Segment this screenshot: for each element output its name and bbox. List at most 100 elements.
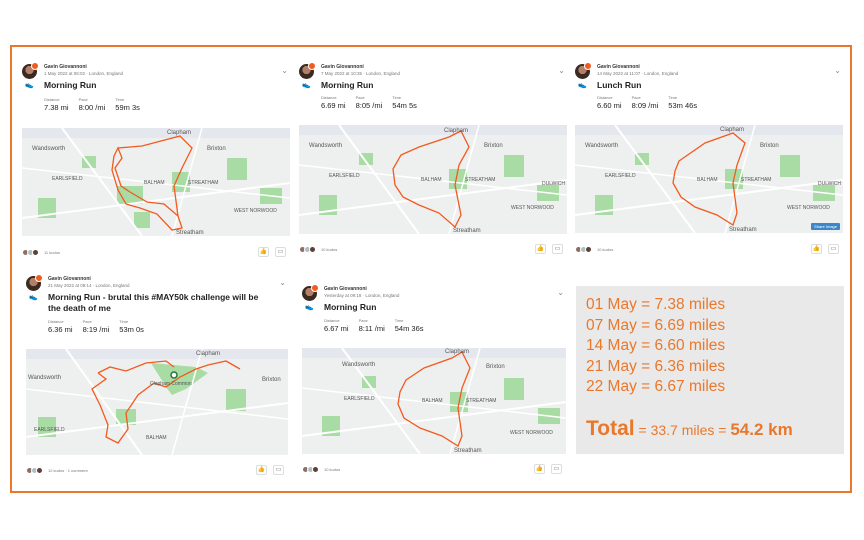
stat-value: 8:00 /mi (78, 103, 106, 112)
thumbs-up-icon[interactable]: 👍 (535, 244, 546, 254)
route-map[interactable]: Clapham Wandsworth Brixton EARLSFIELD BA… (26, 349, 288, 455)
athlete-name[interactable]: Gavin Giovannoni (48, 276, 91, 282)
activity-title[interactable]: Morning Run (324, 302, 377, 312)
stat-label: Pace (631, 95, 641, 100)
avatar[interactable] (22, 62, 39, 79)
map-label: Wandsworth (309, 143, 342, 149)
stat-distance: Distance 7.38 mi (44, 97, 69, 112)
kudos-count[interactable]: 10 kudos (321, 247, 338, 252)
stat-label: Pace (358, 318, 368, 323)
card-footer: 10 kudos 👍 ▭ (299, 244, 567, 256)
route-map[interactable]: Clapham Wandsworth Brixton EARLSFIELD BA… (22, 128, 290, 236)
activity-card-3: Gavin Giovannoni 14 May 2022 at 11:07 · … (575, 62, 843, 259)
share-image-button[interactable]: Share Image (811, 223, 840, 230)
slide-frame (10, 45, 852, 493)
activity-title[interactable]: Lunch Run (597, 80, 642, 90)
comment-icon[interactable]: ▭ (552, 244, 563, 254)
chevron-down-icon[interactable]: ⌄ (834, 66, 841, 75)
stat-pace: Pace 8:11 /mi (359, 318, 385, 333)
avatar[interactable] (575, 62, 592, 79)
card-header: Gavin Giovannoni 1 May 2022 at 06:02 · L… (22, 62, 290, 134)
shoe-icon: 👟 (25, 82, 34, 89)
activity-card-1: Gavin Giovannoni 1 May 2022 at 06:02 · L… (22, 62, 290, 259)
shoe-icon: 👟 (578, 82, 587, 89)
activity-title[interactable]: Morning Run (321, 80, 374, 90)
avatar (309, 246, 316, 253)
kudos-count[interactable]: 12 kudos · 1 comment (48, 468, 88, 473)
kudos-avatars[interactable] (302, 466, 319, 473)
comment-icon[interactable]: ▭ (273, 465, 284, 475)
map-label: DULWICH (818, 181, 841, 187)
stat-label: Time (392, 95, 402, 100)
stat-value: 8:19 /mi (82, 325, 110, 334)
kudos-count[interactable]: 10 kudos (597, 247, 614, 252)
route-map[interactable]: Clapham Wandsworth Brixton EARLSFIELD BA… (299, 125, 567, 234)
stat-label: Time (115, 97, 125, 102)
stat-value: 59m 3s (115, 103, 140, 112)
athlete-name[interactable]: Gavin Giovannoni (321, 64, 364, 70)
thumbs-up-icon[interactable]: 👍 (256, 465, 267, 475)
map-label: Wandsworth (342, 362, 375, 368)
athlete-name[interactable]: Gavin Giovannoni (597, 64, 640, 70)
comment-icon[interactable]: ▭ (551, 464, 562, 474)
kudos-count[interactable]: 10 kudos (324, 467, 341, 472)
stat-pace: Pace 8:05 /mi (356, 95, 383, 110)
summary-total: Total = 33.7 miles = 54.2 km (586, 417, 793, 441)
stat-value: 6.60 mi (597, 101, 622, 110)
map-label: Wandsworth (585, 143, 618, 149)
thumbs-up-icon[interactable]: 👍 (811, 244, 822, 254)
map-label: STREATHAM (465, 177, 495, 183)
chevron-down-icon[interactable]: ⌄ (558, 66, 565, 75)
map-label: EARLSFIELD (329, 173, 360, 179)
chevron-down-icon[interactable]: ⌄ (281, 66, 288, 75)
comment-icon[interactable]: ▭ (828, 244, 839, 254)
stat-distance: Distance 6.36 mi (48, 319, 73, 334)
activity-card-2: Gavin Giovannoni 7 May 2022 at 10:35 · L… (299, 62, 567, 259)
map-label: EARLSFIELD (344, 396, 375, 402)
summary-line: 21 May = 6.36 miles (586, 358, 726, 375)
thumbs-up-icon[interactable]: 👍 (534, 464, 545, 474)
stat-label: Distance (321, 95, 337, 100)
kudos-avatars[interactable] (22, 249, 39, 256)
stat-value: 6.67 mi (324, 324, 349, 333)
athlete-name[interactable]: Gavin Giovannoni (324, 286, 367, 292)
thumbs-up-icon[interactable]: 👍 (258, 247, 269, 257)
map-label: Streatham (729, 227, 757, 233)
map-label: Clapham (445, 349, 469, 355)
card-header: Gavin Giovannoni 14 May 2022 at 11:07 · … (575, 62, 843, 134)
athlete-name[interactable]: Gavin Giovannoni (44, 64, 87, 70)
map-label: Clapham (167, 130, 191, 136)
summary-line: 07 May = 6.69 miles (586, 317, 726, 334)
stat-label: Time (394, 318, 404, 323)
stat-value: 6.69 mi (321, 101, 346, 110)
map-label: WEST NORWOOD (787, 205, 830, 211)
shoe-icon: 👟 (29, 294, 38, 301)
avatar[interactable] (26, 274, 43, 291)
activity-title[interactable]: Morning Run - brutal this #MAY50k challe… (48, 292, 259, 313)
chevron-down-icon[interactable]: ⌄ (279, 278, 286, 287)
chevron-down-icon[interactable]: ⌄ (557, 288, 564, 297)
stat-time: Time 53m 0s (119, 319, 144, 334)
avatar[interactable] (299, 62, 316, 79)
kudos-avatars[interactable] (575, 246, 592, 253)
map-label: Streatham (454, 448, 482, 454)
card-footer: 12 kudos · 1 comment 👍 ▭ (26, 465, 288, 477)
map-label: STREATHAM (741, 177, 771, 183)
avatar (36, 467, 43, 474)
kudos-avatars[interactable] (26, 467, 43, 474)
map-label: Streatham (453, 228, 481, 234)
map-label: Streatham (176, 230, 204, 236)
route-map[interactable]: Clapham Wandsworth Brixton EARLSFIELD BA… (575, 125, 843, 233)
stat-pace: Pace 8:00 /mi (79, 97, 106, 112)
kudos-count[interactable]: 11 kudos (44, 250, 60, 255)
map-label: Clapham (720, 127, 744, 133)
avatar[interactable] (302, 284, 319, 301)
map-label: Clapham (444, 128, 468, 134)
activity-title[interactable]: Morning Run (44, 80, 97, 90)
map-label: Brixton (486, 364, 505, 370)
route-map[interactable]: Clapham Wandsworth Brixton EARLSFIELD BA… (302, 348, 566, 454)
comment-icon[interactable]: ▭ (275, 247, 286, 257)
stat-distance: Distance 6.60 mi (597, 95, 622, 110)
card-footer: 10 kudos 👍 ▭ (575, 244, 843, 256)
kudos-avatars[interactable] (299, 246, 316, 253)
